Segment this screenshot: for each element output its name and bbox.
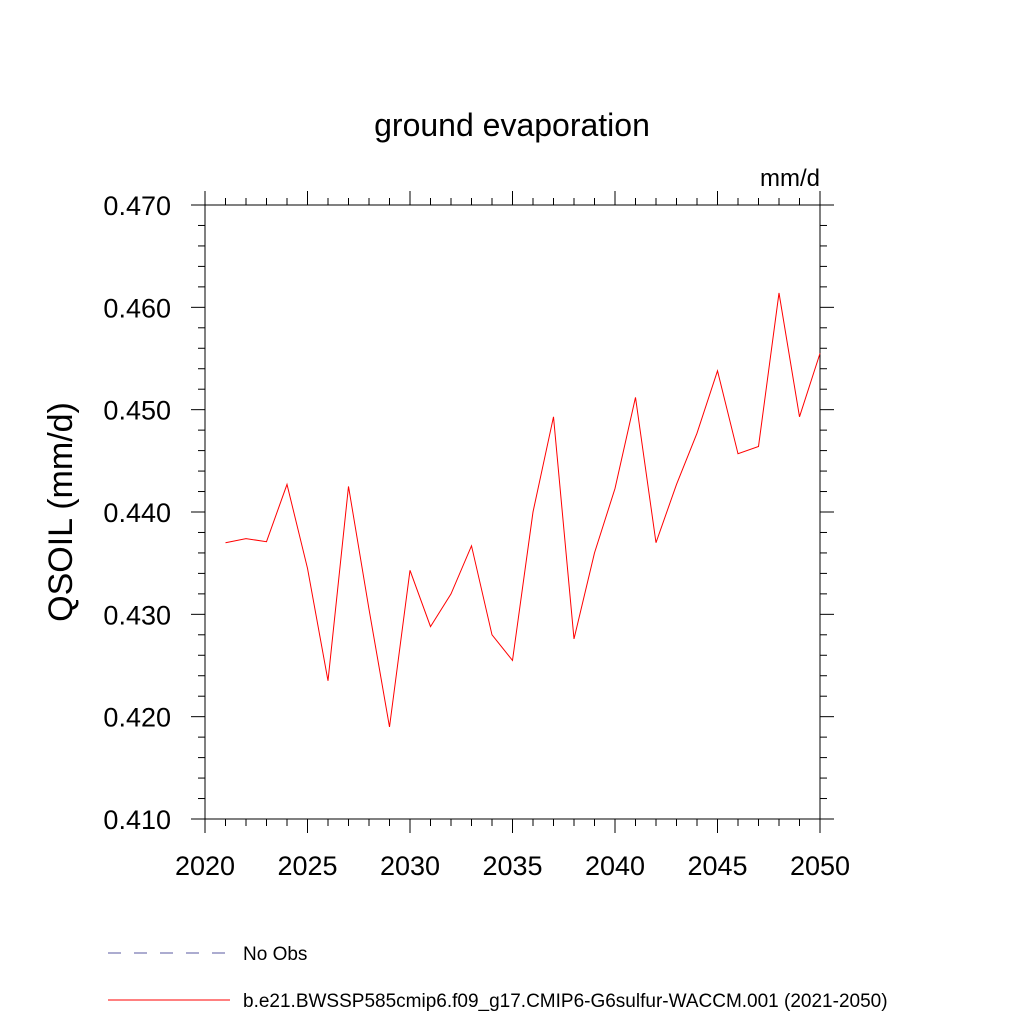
data-point bbox=[635, 397, 636, 398]
legend: No Obs b.e21.BWSSP585cmip6.f09_g17.CMIP6… bbox=[108, 944, 888, 1012]
data-point bbox=[266, 541, 267, 542]
data-point bbox=[820, 353, 821, 354]
tick-labels: 2020 2025 2030 2035 2040 2045 2050 0.410 0.420 0.… bbox=[103, 191, 850, 881]
plot-frame bbox=[204, 204, 821, 820]
minor-ticks bbox=[198, 198, 827, 826]
x-tick-label: 2050 bbox=[790, 851, 850, 881]
data-point bbox=[738, 453, 739, 454]
data-point bbox=[307, 568, 308, 569]
data-point bbox=[471, 545, 472, 546]
y-tick-label: 0.460 bbox=[103, 293, 171, 323]
y-tick-label: 0.430 bbox=[103, 600, 171, 630]
data-point bbox=[492, 634, 493, 635]
x-tick-label: 2035 bbox=[482, 851, 542, 881]
data-point bbox=[430, 626, 431, 627]
data-point bbox=[512, 660, 513, 661]
y-axis-label: QSOIL (mm/d) bbox=[42, 402, 80, 622]
data-point bbox=[656, 542, 657, 543]
data-point bbox=[451, 593, 452, 594]
data-point bbox=[697, 433, 698, 434]
data-point bbox=[225, 542, 226, 543]
data-point bbox=[758, 446, 759, 447]
data-point bbox=[328, 680, 329, 681]
data-point bbox=[410, 570, 411, 571]
x-tick-label: 2030 bbox=[380, 851, 440, 881]
legend-label-no-obs: No Obs bbox=[243, 944, 307, 965]
y-tick-label: 0.410 bbox=[103, 805, 171, 835]
data-point bbox=[246, 538, 247, 539]
series-points bbox=[225, 293, 821, 728]
x-tick-label: 2025 bbox=[277, 851, 337, 881]
series-line bbox=[225, 292, 821, 727]
data-point bbox=[594, 552, 595, 553]
chart-title: ground evaporation bbox=[374, 107, 650, 143]
data-point bbox=[676, 484, 677, 485]
data-point bbox=[287, 484, 288, 485]
x-tick-label: 2045 bbox=[687, 851, 747, 881]
data-point bbox=[348, 486, 349, 487]
major-ticks bbox=[191, 191, 834, 833]
x-tick-label: 2020 bbox=[175, 851, 235, 881]
data-point bbox=[369, 609, 370, 610]
y-tick-label: 0.470 bbox=[103, 191, 171, 221]
data-point bbox=[533, 512, 534, 513]
data-point bbox=[389, 726, 390, 727]
data-point bbox=[799, 416, 800, 417]
data-point bbox=[553, 416, 554, 417]
legend-label-series: b.e21.BWSSP585cmip6.f09_g17.CMIP6-G6sulf… bbox=[243, 991, 888, 1012]
y-tick-label: 0.420 bbox=[103, 703, 171, 733]
units-label: mm/d bbox=[760, 165, 820, 192]
data-point bbox=[574, 638, 575, 639]
data-point bbox=[717, 370, 718, 371]
y-tick-label: 0.450 bbox=[103, 396, 171, 426]
data-point bbox=[615, 488, 616, 489]
data-point bbox=[779, 293, 780, 294]
y-tick-label: 0.440 bbox=[103, 498, 171, 528]
x-tick-label: 2040 bbox=[585, 851, 645, 881]
